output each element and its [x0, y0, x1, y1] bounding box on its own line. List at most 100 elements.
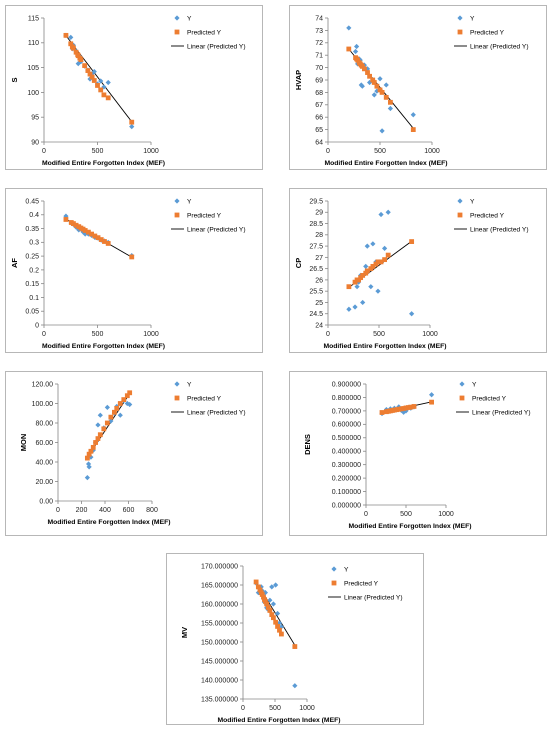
predicted-point	[93, 440, 98, 445]
y-tick-label: 0.400000	[332, 449, 361, 456]
predicted-point	[257, 587, 263, 593]
y-tick-label: 66	[315, 115, 323, 122]
y-tick-label: 100.00	[32, 401, 54, 408]
predicted-point	[360, 273, 366, 278]
predicted-point	[388, 99, 393, 105]
predicted-point	[89, 231, 95, 237]
legend-predicted-marker	[457, 29, 463, 35]
y-axis-title: CP	[294, 258, 303, 268]
y-tick-label: 0.4	[29, 212, 39, 219]
x-axis-title: Modified Entire Forgotten Index (MEF)	[323, 343, 446, 350]
y-tick-label: 20.00	[35, 479, 53, 486]
x-tick-label: 500	[92, 148, 104, 155]
legend-predicted-marker	[457, 212, 463, 218]
y-point	[267, 597, 273, 603]
y-tick-label: 80.00	[35, 420, 53, 427]
predicted-point	[114, 405, 120, 411]
legend-predicted-label: Predicted Y	[470, 212, 505, 219]
predicted-point	[346, 46, 352, 52]
predicted-point	[359, 63, 365, 69]
y-tick-label: 29.5	[309, 198, 323, 205]
y-point	[352, 48, 359, 55]
x-axis-title: Modified Entire Forgotten Index (MEF)	[42, 160, 165, 167]
predicted-point	[129, 254, 135, 260]
predicted-point	[121, 397, 127, 402]
y-point	[129, 124, 135, 130]
y-tick-label: 24	[315, 322, 323, 329]
legend-predicted-marker	[174, 212, 180, 218]
legend-predicted-label: Predicted Y	[187, 29, 222, 36]
y-point	[346, 306, 352, 312]
y-tick-label: 100	[27, 90, 39, 97]
y-point	[292, 683, 298, 689]
predicted-point	[367, 73, 372, 79]
predicted-point	[269, 612, 275, 618]
y-tick-label: 155.000000	[201, 620, 238, 627]
x-tick-label: 0	[42, 331, 46, 338]
x-tick-label: 1000	[143, 331, 159, 338]
legend-predicted-label: Predicted Y	[187, 395, 222, 402]
y-tick-label: 90	[31, 139, 39, 146]
y-point	[374, 88, 380, 94]
y-point	[124, 400, 130, 407]
y-point	[364, 243, 370, 249]
predicted-point	[383, 94, 389, 100]
x-tick-label: 200	[76, 507, 88, 514]
predicted-point	[95, 436, 101, 441]
predicted-point	[385, 252, 391, 258]
predicted-point	[396, 406, 402, 412]
predicted-point	[75, 53, 81, 59]
predicted-point	[355, 57, 361, 63]
x-tick-label: 0	[42, 148, 46, 155]
predicted-point	[362, 66, 367, 72]
x-tick-label: 1000	[299, 705, 315, 712]
y-tick-label: 26	[315, 277, 323, 284]
legend-y-marker	[174, 15, 180, 21]
predicted-point	[87, 71, 93, 77]
chart-panel-mon: 0.00 20.00 40.00 60.00 80.00 100.00 120.00 0 200…	[5, 371, 263, 536]
predicted-point	[378, 259, 384, 265]
x-tick-label: 500	[269, 705, 281, 712]
y-tick-label: 28	[315, 232, 323, 239]
y-tick-label: 60.00	[35, 440, 53, 447]
x-axis-title: Modified Entire Forgotten Index (MEF)	[42, 343, 165, 350]
legend-y-label: Y	[187, 381, 192, 388]
legend-predicted-label: Predicted Y	[187, 212, 222, 219]
predicted-point	[406, 405, 411, 410]
predicted-point	[292, 644, 298, 649]
y-tick-label: 95	[31, 115, 39, 122]
y-tick-label: 0.25	[25, 254, 39, 261]
legend-predicted-marker	[459, 395, 465, 401]
predicted-point	[98, 237, 104, 242]
y-point	[385, 209, 391, 215]
predicted-point	[85, 68, 91, 73]
y-tick-label: 0	[35, 322, 39, 329]
y-tick-label: 165.000000	[201, 582, 238, 589]
legend-predicted-marker	[174, 29, 180, 35]
chart-svg-s: 90 95 100 105 110 115 0 500 1000 S Modified Entire…	[10, 15, 246, 167]
y-point	[270, 601, 276, 607]
predicted-point	[101, 92, 107, 98]
y-point	[105, 79, 111, 86]
predicted-point	[408, 404, 414, 410]
x-tick-label: 600	[123, 507, 135, 514]
predicted-point	[264, 601, 270, 607]
y-tick-label: 0.000000	[332, 502, 361, 509]
predicted-point	[63, 217, 69, 222]
y-tick-label: 64	[315, 139, 323, 146]
x-tick-label: 0	[326, 331, 330, 338]
predicted-point	[101, 426, 107, 432]
y-point	[383, 82, 389, 88]
predicted-point	[370, 263, 376, 269]
y-tick-label: 74	[315, 15, 323, 22]
y-tick-label: 0.100000	[332, 489, 361, 496]
chart-panel-af: 0 0.05 0.1 0.15 0.2 0.25 0.3 0.35 0.4 0.45 0 500 100…	[5, 188, 263, 353]
legend-y-label: Y	[187, 15, 192, 22]
predicted-point	[409, 239, 415, 244]
y-tick-label: 40.00	[35, 459, 53, 466]
y-point	[352, 304, 358, 310]
predicted-point	[275, 624, 280, 629]
x-tick-label: 1000	[143, 148, 159, 155]
predicted-point	[95, 235, 101, 241]
legend-linear-label: Linear (Predicted Y)	[187, 409, 246, 416]
